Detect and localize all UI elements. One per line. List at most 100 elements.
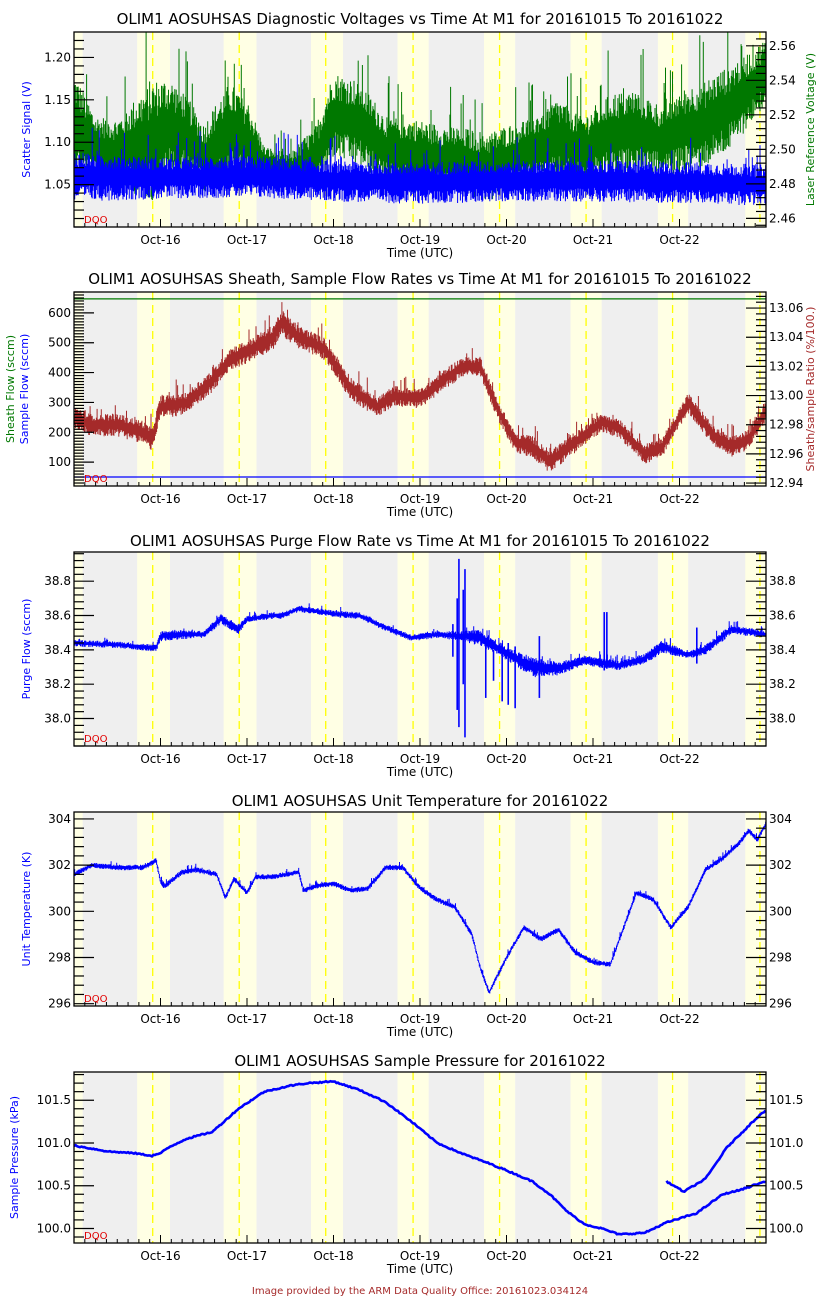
daylight-band <box>311 292 344 486</box>
daylight-band <box>311 812 344 1006</box>
x-tick-label: Oct-18 <box>313 752 353 766</box>
left-y-tick-label: 100.5 <box>37 1179 71 1193</box>
left-y-tick-label: 100.0 <box>37 1221 71 1235</box>
daylight-band <box>137 812 171 1006</box>
left-y-tick-label: 400 <box>48 366 71 380</box>
x-tick-label: Oct-19 <box>400 233 440 247</box>
x-tick-label: Oct-20 <box>486 752 526 766</box>
daylight-band <box>311 1072 344 1243</box>
right-axis-label: Sheath/sample Ratio (%/100.) <box>804 307 817 472</box>
right-y-tick-label: 12.94 <box>769 476 803 490</box>
x-tick-label: Oct-19 <box>400 1012 440 1026</box>
x-axis-label: Time (UTC) <box>386 505 453 519</box>
right-y-tick-label: 302 <box>769 858 792 872</box>
right-y-tick-label: 2.54 <box>769 73 796 87</box>
x-axis-label: Time (UTC) <box>386 246 453 260</box>
left-y-tick-label: 38.6 <box>44 609 71 623</box>
chart-title: OLIM1 AOSUHSAS Sample Pressure for 20161… <box>234 1052 605 1070</box>
right-y-tick-label: 298 <box>769 951 792 965</box>
left-y-tick-label: 100 <box>48 455 71 469</box>
right-y-tick-label: 13.00 <box>769 389 803 403</box>
left-y-tick-label: 1.05 <box>44 178 71 192</box>
series-sample-pressure <box>73 1079 766 1236</box>
x-tick-label: Oct-22 <box>659 1012 699 1026</box>
right-y-tick-label: 101.5 <box>769 1093 803 1107</box>
right-y-tick-label: 2.50 <box>769 142 796 156</box>
dqo-label: DQO <box>84 734 108 745</box>
right-y-tick-label: 38.4 <box>769 643 796 657</box>
x-tick-label: Oct-21 <box>573 233 613 247</box>
x-tick-label: Oct-20 <box>486 1249 526 1263</box>
data-line <box>73 1079 766 1236</box>
x-tick-label: Oct-20 <box>486 1012 526 1026</box>
left-y-tick-label: 302 <box>48 858 71 872</box>
daylight-band <box>223 1072 257 1243</box>
x-tick-label: Oct-18 <box>313 1249 353 1263</box>
daylight-band <box>137 292 171 486</box>
x-tick-label: Oct-16 <box>140 492 180 506</box>
x-tick-label: Oct-16 <box>140 233 180 247</box>
chart-title: OLIM1 AOSUHSAS Diagnostic Voltages vs Ti… <box>117 10 724 28</box>
left-axis-label: Scatter Signal (V) <box>20 81 33 178</box>
daylight-band <box>74 552 83 746</box>
x-tick-label: Oct-18 <box>313 492 353 506</box>
x-tick-label: Oct-21 <box>573 1012 613 1026</box>
x-tick-label: Oct-18 <box>313 1012 353 1026</box>
x-tick-label: Oct-17 <box>227 1249 267 1263</box>
dqo-label: DQO <box>84 994 108 1005</box>
left-y-tick-label: 38.0 <box>44 712 71 726</box>
left-y-tick-label: 300 <box>48 904 71 918</box>
daylight-band <box>74 292 83 486</box>
x-tick-label: Oct-18 <box>313 233 353 247</box>
right-y-tick-label: 12.98 <box>769 418 803 432</box>
x-tick-label: Oct-19 <box>400 492 440 506</box>
daylight-band <box>745 812 766 1006</box>
right-y-tick-label: 100.0 <box>769 1221 803 1235</box>
right-y-tick-label: 38.2 <box>769 677 796 691</box>
right-y-tick-label: 101.0 <box>769 1136 803 1150</box>
right-y-tick-label: 12.96 <box>769 447 803 461</box>
chart-title: OLIM1 AOSUHSAS Purge Flow Rate vs Time A… <box>130 532 710 550</box>
chart-panel-4: DQO OLIM1 AOSUHSAS Unit Temperature for 2… <box>20 792 792 1039</box>
x-tick-label: Oct-22 <box>659 492 699 506</box>
left-y-tick-label: 500 <box>48 336 71 350</box>
right-y-tick-label: 100.5 <box>769 1179 803 1193</box>
chart-panel-3: DQO OLIM1 AOSUHSAS Purge Flow Rate vs Tim… <box>20 532 796 779</box>
x-tick-label: Oct-22 <box>659 1249 699 1263</box>
dqo-label: DQO <box>84 1231 108 1242</box>
dqo-label: DQO <box>84 474 108 485</box>
right-y-tick-label: 300 <box>769 904 792 918</box>
right-axis-label: Laser Reference Voltage (V) <box>804 53 817 206</box>
right-y-tick-label: 2.48 <box>769 177 796 191</box>
right-y-tick-label: 38.0 <box>769 712 796 726</box>
x-tick-label: Oct-16 <box>140 1012 180 1026</box>
left-axis-label: Sample Pressure (kPa) <box>8 1096 21 1219</box>
x-tick-label: Oct-16 <box>140 752 180 766</box>
right-y-tick-label: 2.56 <box>769 39 796 53</box>
daylight-band <box>74 1072 83 1243</box>
x-tick-label: Oct-17 <box>227 1012 267 1026</box>
left-y-tick-label: 38.8 <box>44 574 71 588</box>
left-axis-label: Sheath Flow (sccm) <box>4 335 17 443</box>
daylight-band <box>745 1072 766 1243</box>
daylight-band <box>223 552 257 746</box>
x-axis-label: Time (UTC) <box>386 765 453 779</box>
daylight-band <box>223 812 257 1006</box>
right-y-tick-label: 38.6 <box>769 609 796 623</box>
chart-title: OLIM1 AOSUHSAS Unit Temperature for 2016… <box>232 792 609 810</box>
right-y-tick-label: 2.46 <box>769 211 796 225</box>
right-y-tick-label: 13.06 <box>769 301 803 315</box>
left-y-tick-label: 296 <box>48 997 71 1011</box>
series-sample-pressure-tail <box>665 1109 767 1193</box>
left-axis-label: Purge Flow (sccm) <box>20 599 33 700</box>
daylight-band <box>137 1072 171 1243</box>
x-tick-label: Oct-17 <box>227 233 267 247</box>
chart-title: OLIM1 AOSUHSAS Sheath, Sample Flow Rates… <box>88 270 751 288</box>
x-axis-label: Time (UTC) <box>386 1262 453 1276</box>
left-y-tick-label: 38.2 <box>44 677 71 691</box>
left-y-tick-label: 38.4 <box>44 643 71 657</box>
dqo-label: DQO <box>84 215 108 226</box>
left-y-tick-label: 200 <box>48 425 71 439</box>
x-tick-label: Oct-19 <box>400 1249 440 1263</box>
